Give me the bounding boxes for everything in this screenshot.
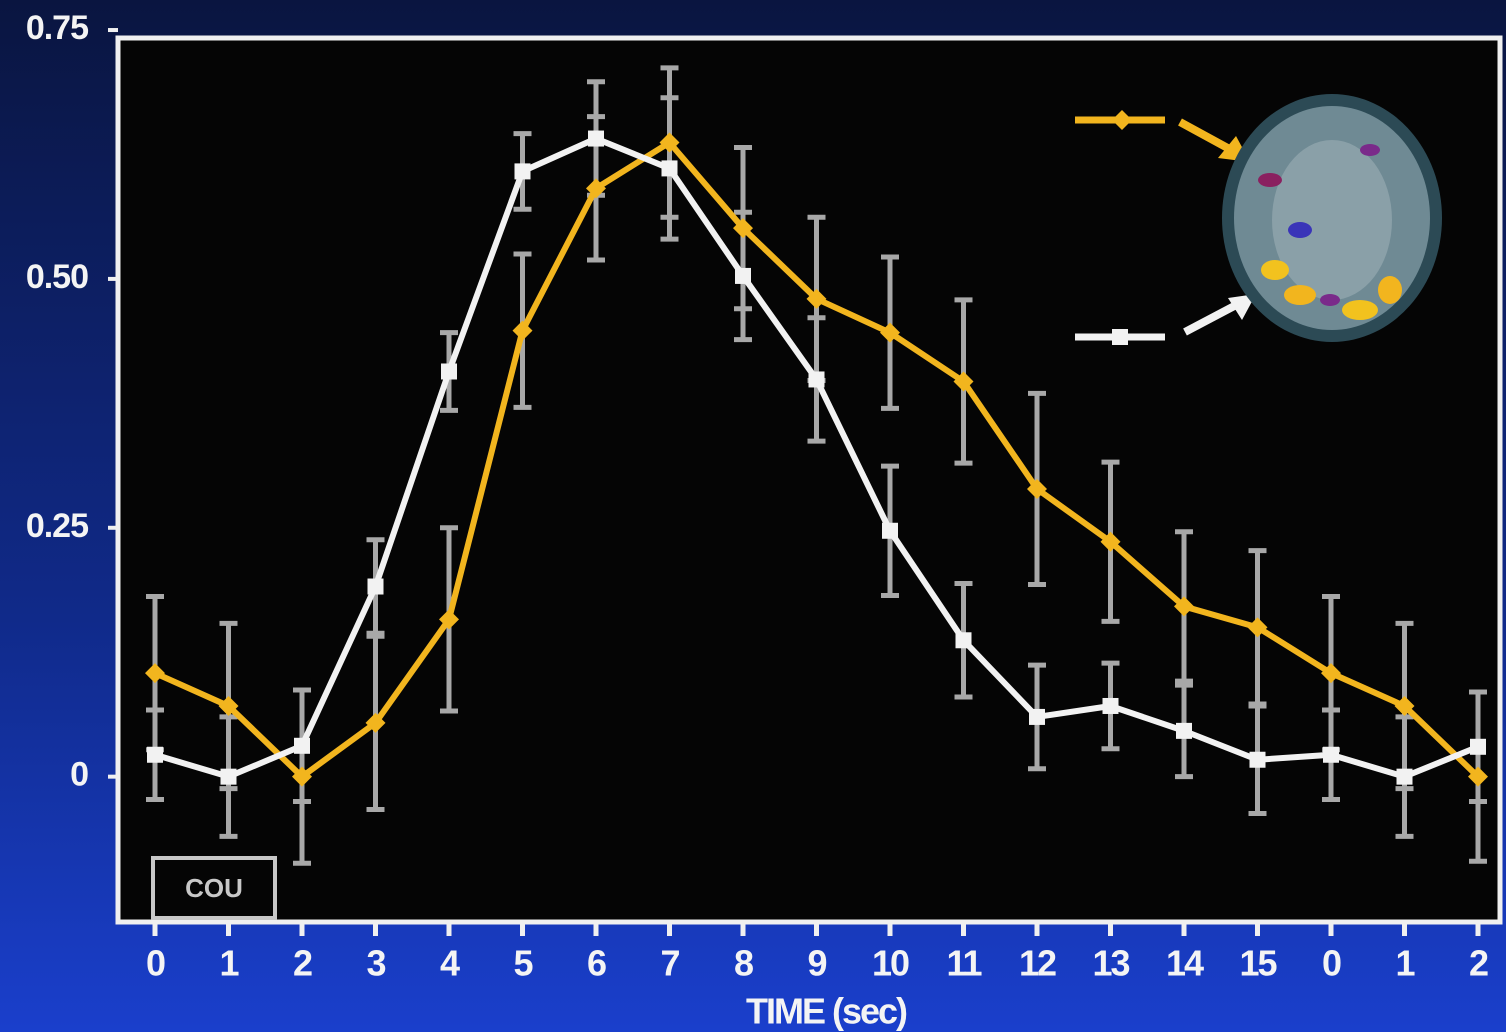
x-tick-label: 5 — [513, 943, 533, 984]
point — [221, 769, 237, 785]
point — [662, 160, 678, 176]
point — [1323, 747, 1339, 763]
x-tick-label: 8 — [734, 943, 753, 984]
x-tick-label: 14 — [1166, 943, 1204, 984]
x-tick-label: 6 — [587, 943, 606, 984]
y-tick-label: 0.50 — [26, 258, 88, 296]
point — [1470, 739, 1486, 755]
point — [294, 738, 310, 754]
point — [1176, 723, 1192, 739]
brain-image — [1222, 94, 1442, 342]
point — [809, 371, 825, 387]
x-tick-label: 11 — [946, 943, 982, 984]
point — [1103, 698, 1119, 714]
x-tick-label: 0 — [146, 943, 165, 984]
x-tick-label: 4 — [440, 943, 460, 984]
x-tick-label: 1 — [219, 943, 239, 984]
x-tick-label: 3 — [366, 943, 385, 984]
annotation: COU — [185, 873, 243, 903]
y-tick-label: 0.25 — [26, 507, 88, 545]
x-tick-label: 7 — [660, 943, 679, 984]
point — [882, 523, 898, 539]
x-tick-label: 0 — [1322, 943, 1341, 984]
x-tick-label: 1 — [1395, 943, 1415, 984]
chart: COU TIME (sec) 00.250.500.75012345678910… — [0, 0, 1506, 1032]
legend-marker — [1112, 329, 1128, 345]
point — [368, 579, 384, 595]
page: COU TIME (sec) 00.250.500.75012345678910… — [0, 0, 1506, 1032]
point — [1029, 709, 1045, 725]
x-axis-label: TIME (sec) — [746, 991, 907, 1032]
point — [588, 131, 604, 147]
point — [147, 747, 163, 763]
x-tick-label: 9 — [807, 943, 826, 984]
x-tick-label: 13 — [1092, 943, 1129, 984]
x-tick-label: 2 — [293, 943, 312, 984]
y-tick-label: 0.75 — [26, 9, 88, 47]
point — [956, 632, 972, 648]
x-tick-label: 2 — [1469, 943, 1488, 984]
x-tick-label: 12 — [1019, 943, 1056, 984]
y-tick-label: 0 — [70, 756, 88, 794]
point — [1250, 752, 1266, 768]
x-tick-label: 15 — [1239, 943, 1277, 984]
point — [735, 268, 751, 284]
point — [441, 363, 457, 379]
x-tick-label: 10 — [872, 943, 909, 984]
point — [1397, 769, 1413, 785]
point — [515, 163, 531, 179]
